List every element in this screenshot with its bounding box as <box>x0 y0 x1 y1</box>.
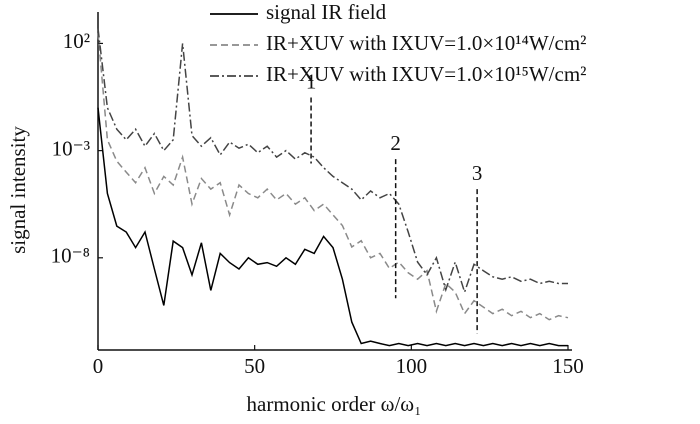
legend-label: signal IR field <box>266 0 387 24</box>
legend-label: IR+XUV with IXUV=1.0×10¹⁵W/cm² <box>266 62 586 86</box>
y-axis-label: signal intensity <box>6 126 30 254</box>
x-tick-label: 0 <box>93 354 104 378</box>
series-line <box>97 32 569 321</box>
series-line <box>97 107 568 347</box>
legend-label: IR+XUV with IXUV=1.0×10¹⁴W/cm² <box>266 31 586 55</box>
x-axis-label: harmonic order ω/ω₁ <box>247 392 422 416</box>
y-tick-label: 10⁻⁸ <box>51 244 90 268</box>
annotation-label: 1 <box>306 69 317 93</box>
annotation-label: 3 <box>472 161 483 185</box>
y-tick-label: 10⁻³ <box>52 136 90 160</box>
x-tick-label: 150 <box>552 354 584 378</box>
y-tick-label: 10² <box>63 29 90 53</box>
x-tick-label: 100 <box>396 354 428 378</box>
x-tick-label: 50 <box>244 354 265 378</box>
series-line <box>97 28 568 295</box>
annotation-label: 2 <box>390 131 401 155</box>
